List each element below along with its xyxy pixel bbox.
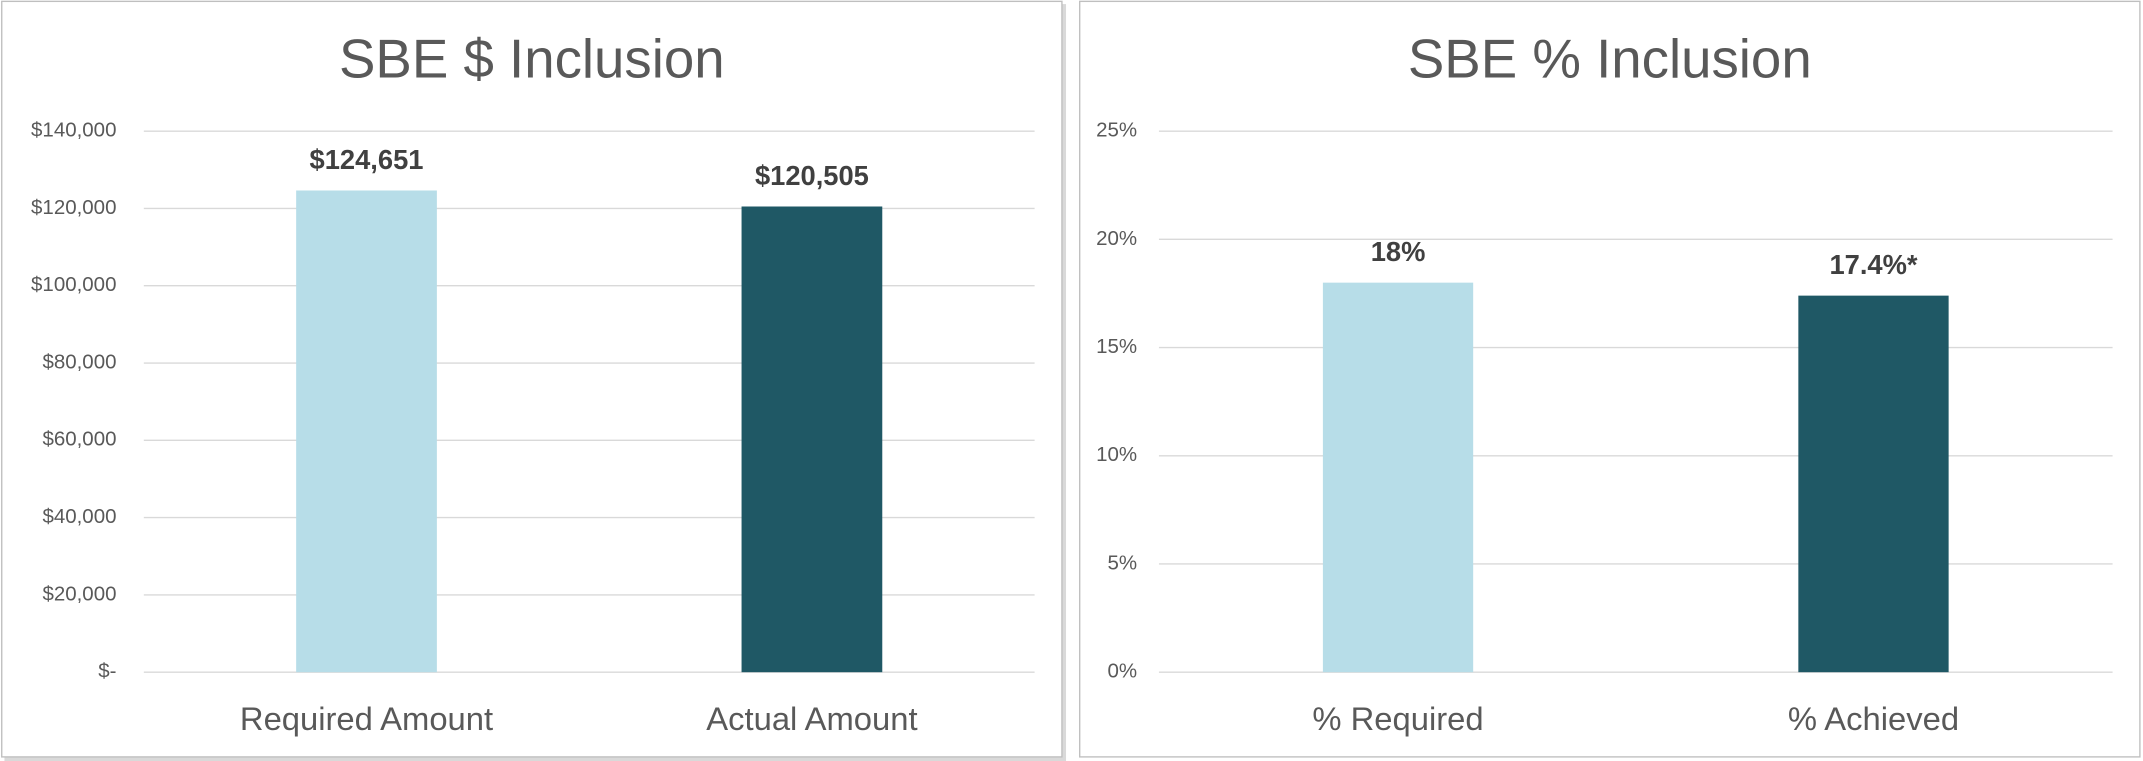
y-tick-label: $- — [98, 660, 116, 683]
x-tick-label: % Required — [1312, 700, 1483, 737]
y-tick-label: 10% — [1096, 443, 1137, 466]
data-label: $124,651 — [310, 144, 424, 175]
y-tick-label: $20,000 — [42, 582, 116, 605]
y-tick-label: 15% — [1096, 335, 1137, 358]
chart-title: SBE % Inclusion — [1408, 28, 1812, 89]
y-tick-label: $40,000 — [42, 505, 116, 528]
y-tick-label: 0% — [1107, 660, 1137, 683]
chart-title: SBE $ Inclusion — [339, 28, 725, 89]
y-tick-label: $120,000 — [31, 196, 116, 219]
panel — [1079, 0, 2141, 758]
x-tick-label: Required Amount — [240, 700, 493, 737]
data-label: $120,505 — [755, 160, 869, 191]
data-label: 17.4%* — [1829, 249, 1917, 280]
bar — [296, 190, 437, 673]
bar — [1798, 295, 1949, 673]
y-tick-label: $80,000 — [42, 350, 116, 373]
x-tick-label: % Achieved — [1788, 700, 1959, 737]
x-tick-label: Actual Amount — [706, 700, 917, 737]
y-tick-label: $100,000 — [31, 273, 116, 296]
bar — [1322, 282, 1474, 673]
y-tick-label: 5% — [1107, 551, 1137, 574]
bar — [741, 206, 883, 673]
data-label: 18% — [1371, 236, 1426, 267]
y-tick-label: 25% — [1096, 119, 1137, 142]
y-tick-label: $140,000 — [31, 119, 116, 142]
y-tick-label: $60,000 — [42, 428, 116, 451]
panel — [1, 0, 1063, 758]
y-tick-label: 20% — [1096, 227, 1137, 250]
